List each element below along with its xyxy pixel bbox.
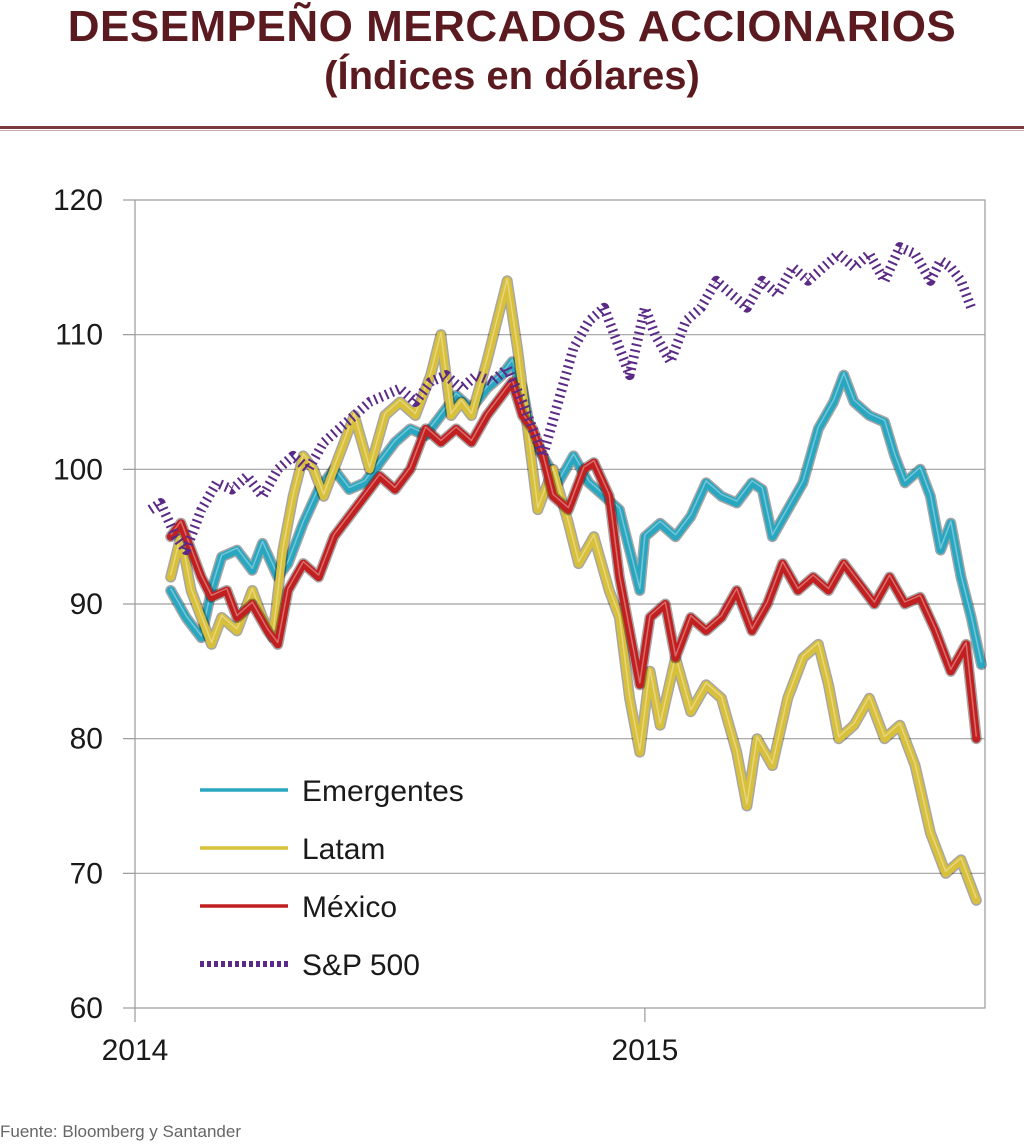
series-highlight-emergentes [170,358,983,663]
series-lines [147,242,987,906]
y-tick-label: 80 [70,723,103,756]
series-line-emergentes [166,357,986,669]
series-highlight-latam [169,278,978,899]
y-tick-label: 110 [55,319,103,352]
legend: Emergentes Latam México S&P 500 [200,775,464,982]
x-axis-ticks: 2014 2015 [102,1008,679,1067]
line-chart: 60 70 80 90 100 110 120 2014 2015 Emergentes Lat… [53,184,987,1067]
x-tick-label: 2015 [612,1034,679,1067]
legend-label-emergentes: Emergentes [302,775,464,808]
legend-label-s-p-500: S&P 500 [302,949,420,982]
title-divider [0,126,1024,129]
series-highlight-m-xico [170,379,978,737]
y-tick-label: 120 [53,184,103,217]
x-tick-label: 2014 [102,1034,169,1067]
chart-title-line2: (Índices en dólares) [324,54,700,98]
source-note: Fuente: Bloomberg y Santander [0,1122,241,1141]
series-line-m-xico [166,377,981,743]
legend-label-m-xico: México [302,891,397,924]
y-tick-label: 70 [70,857,103,890]
title-divider-shadow [0,130,1024,131]
y-tick-label: 100 [53,453,103,486]
chart-title-line1: DESEMPEÑO MERCADOS ACCIONARIOS [67,2,957,51]
legend-label-latam: Latam [302,833,385,866]
y-tick-label: 90 [70,588,103,621]
y-axis-ticks: 60 70 80 90 100 110 120 [53,184,135,1025]
series-line-latam [166,276,981,905]
y-tick-label: 60 [70,992,103,1025]
